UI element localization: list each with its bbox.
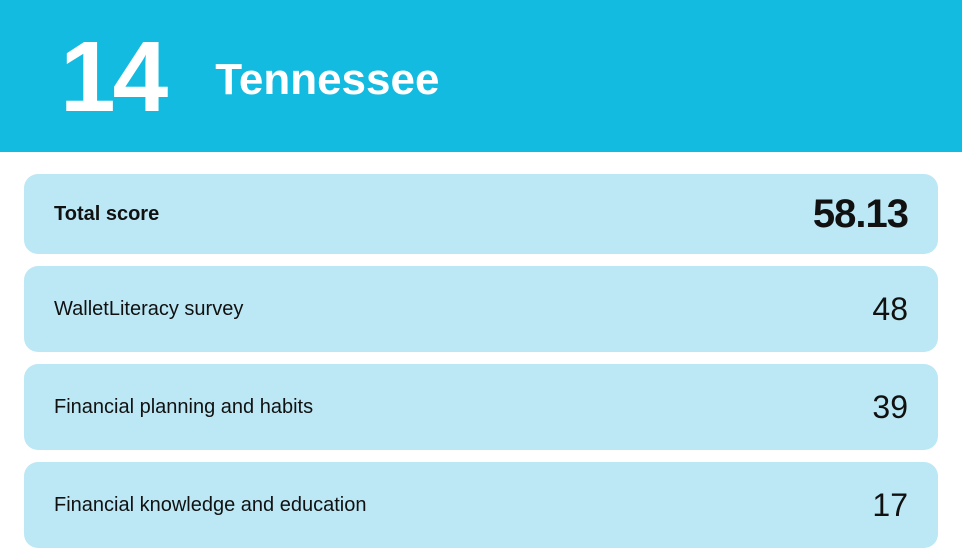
header-banner: 14 Tennessee [0, 0, 962, 152]
rank-number: 14 [60, 32, 165, 122]
row-value: 17 [872, 487, 908, 524]
score-rows: Total score 58.13 WalletLiteracy survey … [0, 152, 962, 548]
row-label: Total score [54, 203, 159, 226]
row-total-score: Total score 58.13 [24, 174, 938, 254]
row-value: 58.13 [813, 192, 908, 237]
row-label: Financial knowledge and education [54, 494, 366, 517]
row-wallet-literacy: WalletLiteracy survey 48 [24, 266, 938, 352]
row-financial-knowledge: Financial knowledge and education 17 [24, 462, 938, 548]
row-label: WalletLiteracy survey [54, 298, 243, 321]
state-name: Tennessee [215, 55, 439, 105]
row-value: 48 [872, 291, 908, 328]
row-financial-planning: Financial planning and habits 39 [24, 364, 938, 450]
row-value: 39 [872, 389, 908, 426]
row-label: Financial planning and habits [54, 396, 313, 419]
